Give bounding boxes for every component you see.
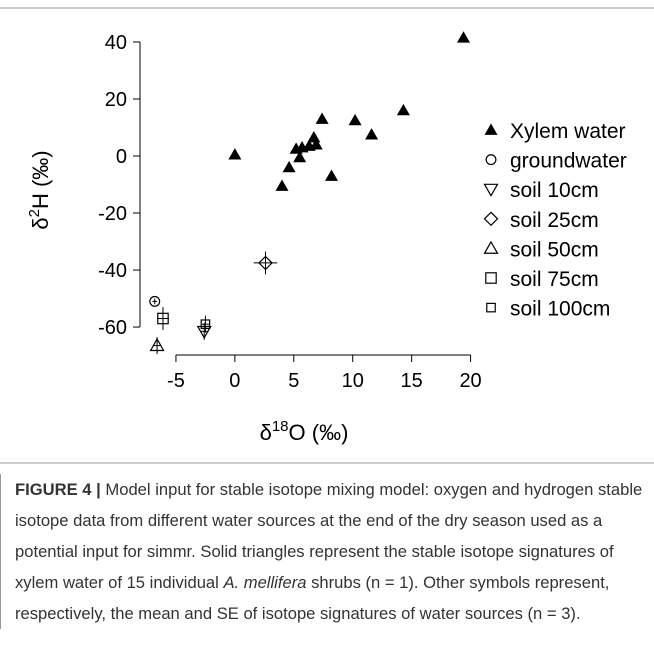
x-tick-label: -5 (167, 370, 185, 392)
point (396, 103, 410, 116)
caption-text: shrubs (n = 1). Other symbols represent,… (15, 573, 610, 623)
point (149, 295, 161, 307)
x-label-sup: 18 (272, 418, 289, 435)
legend-symbol (486, 302, 496, 313)
legend-symbol (483, 183, 499, 197)
point (348, 113, 362, 126)
y-tick-label: 40 (105, 32, 127, 54)
x-label-suffix: O (‰) (289, 420, 349, 445)
legend-label: soil 50cm (510, 238, 599, 261)
x-tick-label: 20 (459, 370, 481, 392)
x-tick-label: 10 (342, 370, 364, 392)
point (228, 148, 242, 160)
legend-label: soil 25cm (510, 209, 599, 232)
point (200, 319, 211, 330)
legend-symbol (485, 154, 497, 166)
caption-text: Model input for stable isotope mixing mo… (15, 480, 643, 592)
y-tick-label: 0 (116, 146, 127, 168)
legend-label: soil 10cm (510, 179, 599, 202)
x-label-prefix: δ (260, 420, 272, 445)
point (196, 325, 212, 340)
x-axis-label: δ18O (‰) (260, 418, 349, 445)
legend-symbol (484, 123, 498, 135)
legend-label: Xylem water (510, 120, 626, 143)
y-tick-label: 20 (105, 89, 127, 111)
caption-label: FIGURE 4 | (15, 480, 101, 499)
y-label-sup: 2 (26, 209, 43, 217)
y-tick-label: -40 (98, 260, 127, 282)
legend-label: groundwater (510, 150, 627, 173)
legend-label: soil 75cm (510, 268, 599, 291)
x-tick-label: 0 (229, 370, 240, 392)
point (157, 312, 169, 325)
y-tick-label: -60 (98, 317, 127, 339)
caption-species: A. mellifera (223, 573, 307, 592)
point (282, 160, 296, 173)
point (365, 128, 379, 140)
point (325, 169, 339, 181)
point (309, 138, 323, 150)
point (149, 337, 165, 352)
caption: FIGURE 4 | Model input for stable isotop… (0, 474, 643, 629)
y-tick-label: -20 (98, 203, 127, 225)
chart: δ18O (‰) δ2H (‰) -5 0 5 10 15 20-60-40-200204… (0, 7, 654, 464)
x-tick-label: 15 (401, 370, 423, 392)
y-label-prefix: δ (28, 217, 53, 229)
point (307, 130, 321, 143)
legend-symbol (483, 240, 499, 254)
legend-symbol (485, 272, 497, 284)
legend-label: soil 100cm (510, 298, 610, 321)
point (275, 179, 289, 191)
point (315, 112, 329, 124)
point (258, 255, 273, 271)
legend-symbol (483, 211, 499, 227)
y-axis-label: δ2H (‰) (26, 150, 53, 229)
x-tick-label: 5 (288, 370, 299, 392)
y-label-suffix: H (‰) (28, 150, 53, 209)
point (457, 31, 471, 43)
point (293, 150, 307, 163)
